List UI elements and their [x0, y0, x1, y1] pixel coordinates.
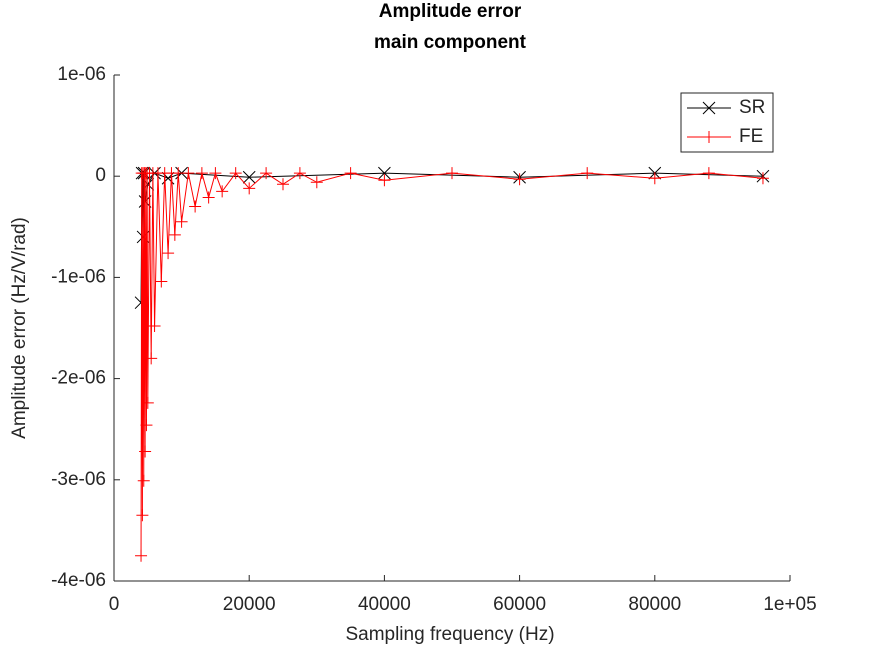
x-tick-label: 0 — [109, 594, 120, 615]
marker — [378, 166, 391, 180]
marker — [189, 200, 202, 213]
x-tick-label: 60000 — [493, 594, 546, 615]
y-tick-label: -4e-06 — [51, 570, 106, 591]
marker — [202, 191, 215, 204]
marker — [162, 247, 175, 260]
legend-label: FE — [739, 126, 763, 147]
y-tick-label: 1e-06 — [57, 64, 106, 85]
marker — [216, 185, 229, 198]
x-axis-label: Sampling frequency (Hz) — [345, 624, 554, 645]
marker — [277, 178, 289, 191]
x-tick-label: 20000 — [223, 594, 276, 615]
marker — [702, 101, 716, 115]
marker — [209, 167, 222, 180]
y-tick-label: -1e-06 — [51, 266, 106, 287]
x-tick-label: 40000 — [358, 594, 411, 615]
marker — [141, 396, 154, 409]
chart-title: Amplitude error — [379, 1, 522, 22]
marker — [175, 215, 188, 228]
marker — [182, 167, 195, 180]
marker — [140, 419, 153, 432]
marker — [141, 177, 155, 191]
marker — [378, 174, 391, 187]
marker — [648, 172, 661, 185]
marker — [446, 167, 458, 180]
marker — [145, 352, 158, 365]
y-axis-label: Amplitude error (Hz/V/rad) — [9, 217, 30, 439]
marker — [260, 167, 273, 180]
marker — [229, 167, 242, 180]
series — [135, 167, 769, 562]
marker — [195, 167, 208, 180]
marker — [702, 167, 715, 180]
marker — [513, 173, 526, 186]
marker — [310, 176, 323, 189]
y-tick-label: 0 — [95, 165, 106, 186]
chart-subtitle: main component — [374, 32, 527, 53]
y-tick-label: -2e-06 — [51, 368, 106, 389]
marker — [242, 170, 256, 184]
marker — [139, 445, 152, 458]
marker — [168, 228, 181, 241]
marker — [243, 182, 256, 195]
marker — [137, 474, 150, 487]
x-tick-label: 1e+05 — [763, 594, 816, 615]
marker — [344, 167, 357, 180]
marker — [581, 167, 594, 180]
legend-label: SR — [739, 97, 765, 118]
marker — [148, 319, 161, 332]
marker — [136, 509, 149, 522]
y-tick-label: -3e-06 — [51, 469, 106, 490]
marker — [756, 172, 769, 185]
marker — [135, 549, 148, 562]
legend-box — [680, 92, 774, 153]
x-tick-label: 80000 — [628, 594, 681, 615]
marker — [293, 167, 306, 180]
marker — [155, 275, 168, 288]
marker — [172, 167, 185, 180]
marker — [703, 131, 715, 143]
